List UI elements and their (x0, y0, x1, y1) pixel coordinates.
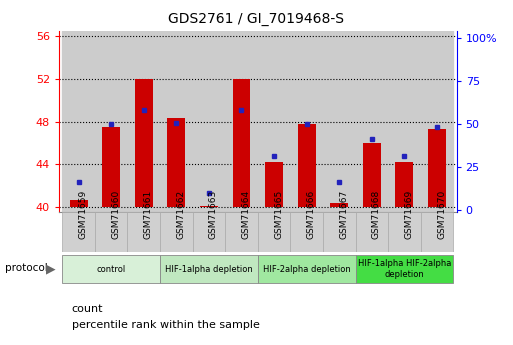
Bar (388, 31, 421, 212)
Bar (330, 203, 348, 207)
Bar (200, 206, 218, 207)
Bar (363, 143, 381, 207)
Text: protocol: protocol (5, 264, 48, 273)
Bar (160, 31, 192, 212)
Bar (225, 31, 258, 212)
FancyBboxPatch shape (95, 212, 127, 252)
Text: GSM71663: GSM71663 (209, 189, 218, 239)
Bar (167, 118, 185, 207)
Text: GSM71666: GSM71666 (307, 189, 315, 239)
Text: GSM71667: GSM71667 (339, 189, 348, 239)
Text: percentile rank within the sample: percentile rank within the sample (72, 320, 260, 330)
Bar (356, 31, 388, 212)
FancyBboxPatch shape (225, 212, 258, 252)
Bar (127, 31, 160, 212)
Text: GSM71661: GSM71661 (144, 189, 153, 239)
Bar (290, 31, 323, 212)
Bar (232, 79, 250, 207)
Text: HIF-1alpha depletion: HIF-1alpha depletion (165, 265, 253, 274)
Text: control: control (96, 265, 126, 274)
Text: GSM71662: GSM71662 (176, 190, 185, 239)
FancyBboxPatch shape (62, 212, 95, 252)
FancyBboxPatch shape (290, 212, 323, 252)
Text: GSM71659: GSM71659 (78, 189, 88, 239)
Bar (258, 31, 290, 212)
Bar (192, 31, 225, 212)
Text: GSM71670: GSM71670 (437, 189, 446, 239)
FancyBboxPatch shape (388, 212, 421, 252)
Text: GSM71665: GSM71665 (274, 189, 283, 239)
Text: HIF-1alpha HIF-2alpha
depletion: HIF-1alpha HIF-2alpha depletion (358, 259, 451, 279)
Bar (135, 79, 153, 207)
FancyBboxPatch shape (160, 212, 192, 252)
Bar (298, 124, 315, 207)
Text: GSM71668: GSM71668 (372, 189, 381, 239)
Bar (396, 162, 413, 207)
FancyBboxPatch shape (421, 212, 453, 252)
Bar (265, 162, 283, 207)
Text: count: count (72, 304, 103, 314)
FancyBboxPatch shape (258, 212, 290, 252)
Bar (102, 127, 120, 207)
Bar (323, 31, 356, 212)
Text: GSM71660: GSM71660 (111, 189, 120, 239)
FancyBboxPatch shape (356, 212, 388, 252)
Bar (62, 31, 95, 212)
FancyBboxPatch shape (160, 255, 258, 283)
Text: GSM71669: GSM71669 (404, 189, 413, 239)
FancyBboxPatch shape (62, 255, 160, 283)
Bar (428, 129, 446, 207)
Text: ▶: ▶ (46, 262, 56, 275)
Bar (70, 200, 88, 207)
FancyBboxPatch shape (323, 212, 356, 252)
FancyBboxPatch shape (258, 255, 356, 283)
FancyBboxPatch shape (192, 212, 225, 252)
Bar (421, 31, 453, 212)
FancyBboxPatch shape (356, 255, 453, 283)
Text: HIF-2alpha depletion: HIF-2alpha depletion (263, 265, 350, 274)
Bar (95, 31, 127, 212)
FancyBboxPatch shape (127, 212, 160, 252)
Text: GSM71664: GSM71664 (242, 190, 250, 239)
Text: GDS2761 / GI_7019468-S: GDS2761 / GI_7019468-S (168, 12, 345, 26)
